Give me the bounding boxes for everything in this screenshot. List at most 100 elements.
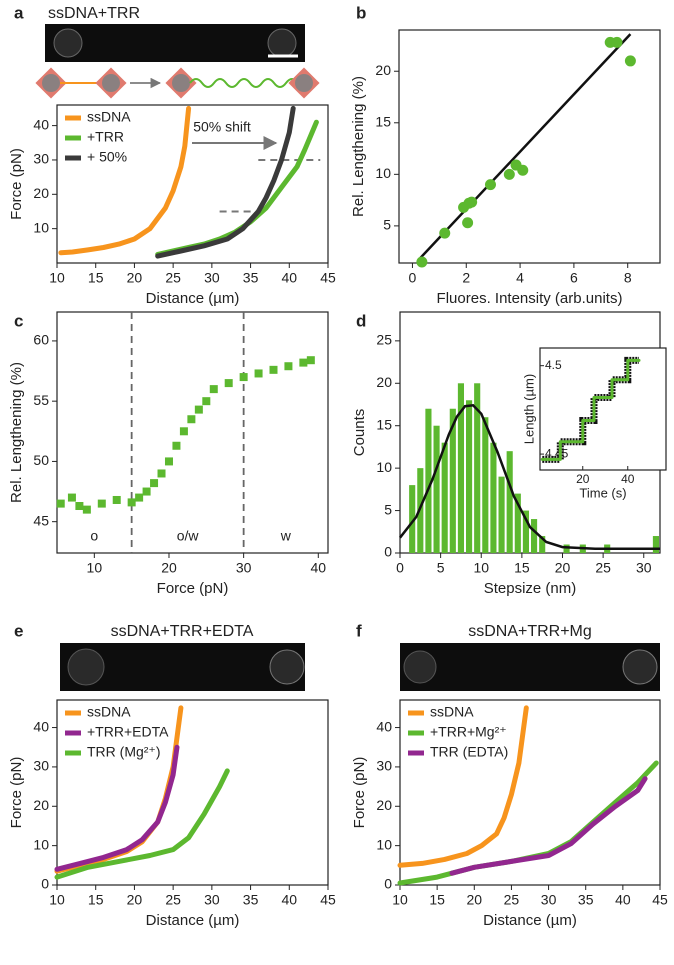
y-tick-label: 10 — [376, 836, 392, 852]
x-tick-label: 0 — [396, 560, 404, 576]
point — [503, 168, 515, 180]
schematic-a — [35, 67, 320, 99]
y-tick-label: 20 — [375, 62, 391, 78]
y-tick-label: 40 — [33, 116, 49, 132]
y-axis-label: Force (pN) — [8, 148, 25, 220]
x-tick-label: 10 — [49, 270, 65, 286]
y-tick-label: 10 — [33, 836, 49, 852]
x-axis-label: Distance (µm) — [146, 912, 240, 929]
bar — [474, 383, 481, 553]
legend-label: ssDNA — [87, 109, 131, 125]
y-tick-label: 5 — [383, 217, 391, 233]
point — [254, 369, 263, 378]
plot-frame — [398, 29, 661, 264]
x-tick-label: 20 — [576, 472, 590, 486]
plot-frame — [56, 699, 329, 886]
point — [416, 256, 428, 268]
point — [127, 498, 136, 507]
legend-label: TRR (EDTA) — [430, 744, 508, 760]
point — [157, 469, 166, 478]
point — [67, 493, 76, 502]
point — [194, 405, 203, 414]
x-tick-label: 30 — [541, 892, 557, 908]
x-axis-label: Force (pN) — [157, 580, 229, 597]
y-tick-label: 30 — [33, 758, 49, 774]
y-tick-label: 30 — [33, 151, 49, 167]
y-tick-label: 20 — [376, 797, 392, 813]
bar — [433, 425, 440, 553]
point — [97, 499, 106, 508]
x-tick-label: 10 — [87, 560, 103, 576]
x-axis-label: Distance (µm) — [483, 912, 577, 929]
point — [306, 356, 315, 365]
point — [284, 362, 293, 371]
point — [439, 227, 451, 239]
y-tick-label: 40 — [33, 718, 49, 734]
y-tick-label: 45 — [33, 512, 49, 528]
y-tick-label: 5 — [384, 501, 392, 517]
bar — [652, 536, 659, 553]
legend-label: TRR (Mg²⁺) — [87, 744, 161, 760]
point — [611, 36, 623, 48]
point — [299, 358, 308, 367]
y-axis-label: Counts — [351, 409, 368, 457]
point — [239, 373, 248, 382]
bar — [490, 442, 497, 553]
x-axis-label: Fluores. Intensity (arb.units) — [437, 290, 623, 307]
x-tick-label: 40 — [615, 892, 631, 908]
point — [517, 164, 529, 176]
annotation: 50% shift — [193, 119, 251, 135]
panel-letter: a — [14, 3, 24, 22]
y-tick-label: 20 — [33, 797, 49, 813]
y-tick-label: 0 — [41, 876, 49, 892]
y-tick-label: 10 — [33, 219, 49, 235]
point — [135, 493, 144, 502]
point — [462, 217, 474, 229]
legend-label: ssDNA — [430, 704, 474, 720]
y-axis-label: Length (µm) — [521, 374, 536, 444]
x-tick-label: 30 — [204, 270, 220, 286]
y-tick-label: 10 — [376, 459, 392, 475]
x-tick-label: 15 — [514, 560, 530, 576]
x-tick-label: 15 — [88, 892, 104, 908]
point — [172, 441, 181, 450]
x-tick-label: 30 — [636, 560, 652, 576]
y-tick-label: 55 — [33, 392, 49, 408]
line — [54, 744, 180, 872]
point — [624, 55, 636, 67]
point — [202, 397, 211, 406]
x-tick-label: 8 — [624, 270, 632, 286]
x-tick-label: 20 — [466, 892, 482, 908]
y-tick-label: 0 — [384, 876, 392, 892]
point — [142, 487, 151, 496]
x-tick-label: 25 — [165, 892, 181, 908]
line — [397, 705, 529, 868]
x-tick-label: 35 — [243, 270, 259, 286]
x-tick-label: 10 — [473, 560, 489, 576]
line — [58, 105, 192, 256]
point — [466, 196, 478, 208]
y-tick-label: 30 — [376, 758, 392, 774]
y-tick-label: 50 — [33, 452, 49, 468]
x-tick-label: 20 — [127, 270, 143, 286]
bar — [409, 485, 416, 553]
y-tick-label: 25 — [376, 332, 392, 348]
x-tick-label: 25 — [165, 270, 181, 286]
bar — [531, 519, 538, 553]
panel-letter: c — [14, 311, 23, 330]
micrograph-a — [45, 24, 305, 62]
y-tick-label: 4.5 — [545, 358, 562, 372]
legend-label: + 50% — [87, 149, 127, 165]
bar — [466, 400, 473, 553]
point — [187, 415, 196, 424]
bar — [449, 408, 456, 553]
x-tick-label: 45 — [320, 892, 336, 908]
point — [224, 379, 233, 388]
plot-frame — [56, 104, 329, 264]
point — [209, 385, 218, 394]
bar — [522, 510, 529, 553]
x-tick-label: 10 — [392, 892, 408, 908]
point — [150, 479, 159, 488]
y-tick-label: 0 — [384, 544, 392, 560]
x-tick-label: 2 — [462, 270, 470, 286]
